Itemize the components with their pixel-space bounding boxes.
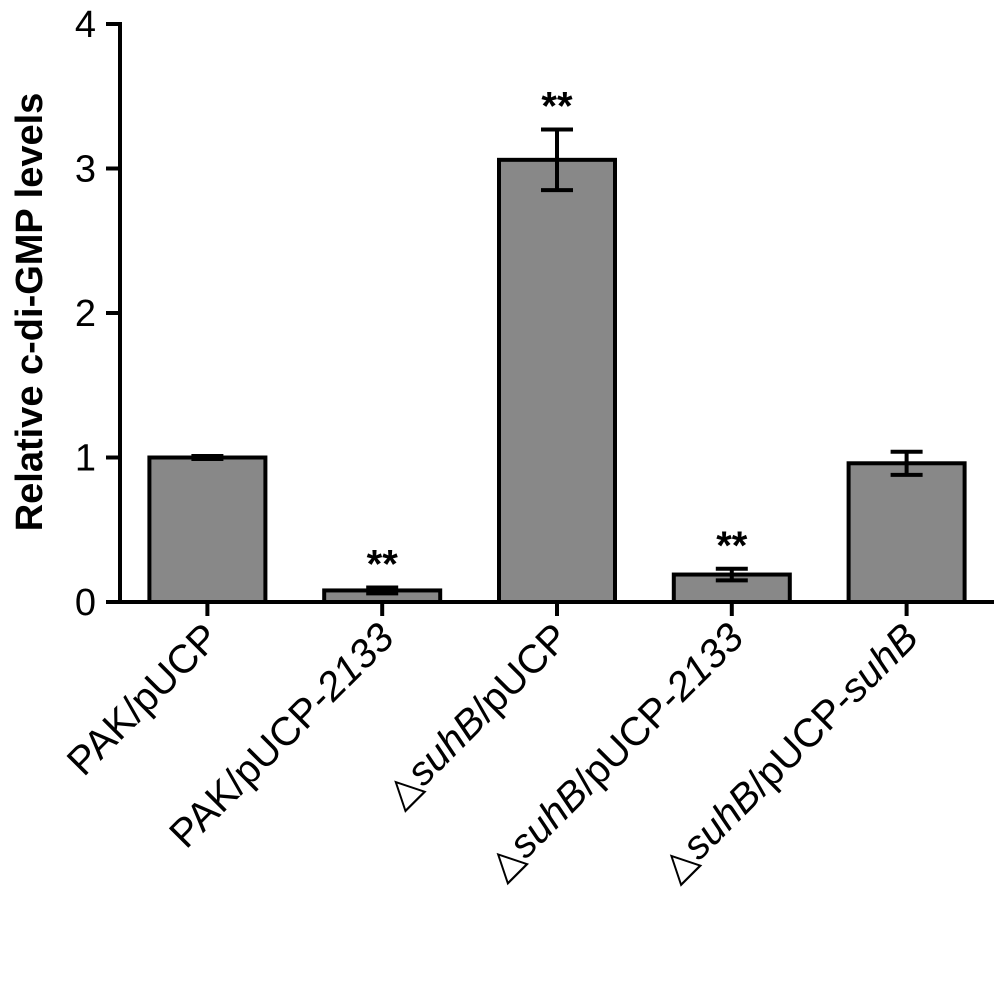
significance-label: ** xyxy=(716,524,748,568)
significance-label: ** xyxy=(367,543,399,587)
y-tick-label: 4 xyxy=(75,4,96,46)
y-tick-label: 1 xyxy=(75,438,96,480)
category-label: △suhB/pUCP xyxy=(377,615,578,816)
y-axis-label: Relative c-di-GMP levels xyxy=(9,93,51,532)
bar xyxy=(846,461,967,604)
y-tick-label: 2 xyxy=(75,293,96,335)
y-tick-label: 0 xyxy=(75,582,96,624)
y-tick-label: 3 xyxy=(75,149,96,191)
category-labels: PAK/pUCPPAK/pUCP-2133△suhB/pUCP△suhB/pUC… xyxy=(59,615,927,890)
bar xyxy=(497,157,617,605)
bars: ** ** ** xyxy=(147,84,967,605)
significance-label: ** xyxy=(541,84,573,128)
bar xyxy=(147,455,268,604)
category-label: PAK/pUCP xyxy=(59,615,228,784)
